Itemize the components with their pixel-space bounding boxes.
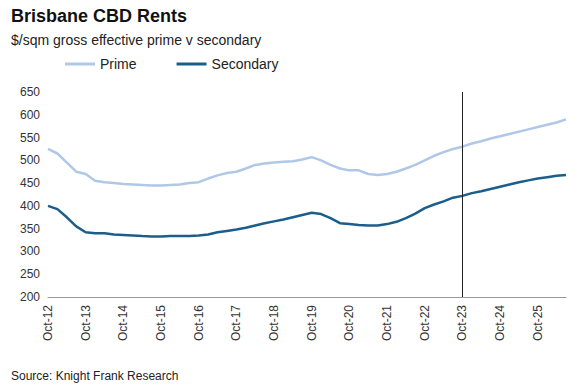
- svg-text:$/sqm gross effective prime v: $/sqm gross effective prime v secondary: [11, 32, 261, 48]
- svg-text:Prime: Prime: [100, 56, 137, 72]
- svg-text:300: 300: [20, 244, 40, 258]
- svg-text:500: 500: [20, 153, 40, 167]
- svg-text:Oct-24: Oct-24: [493, 305, 507, 341]
- svg-text:450: 450: [20, 176, 40, 190]
- svg-text:Oct-12: Oct-12: [41, 305, 55, 341]
- svg-text:Oct-19: Oct-19: [305, 305, 319, 341]
- svg-text:Oct-20: Oct-20: [342, 305, 356, 341]
- svg-text:600: 600: [20, 108, 40, 122]
- svg-text:Source: Knight Frank Research: Source: Knight Frank Research: [11, 369, 178, 383]
- svg-text:Oct-25: Oct-25: [531, 305, 545, 341]
- svg-text:Brisbane CBD Rents: Brisbane CBD Rents: [11, 6, 187, 26]
- svg-text:Oct-22: Oct-22: [418, 305, 432, 341]
- svg-text:Oct-21: Oct-21: [380, 305, 394, 341]
- svg-text:250: 250: [20, 267, 40, 281]
- svg-text:200: 200: [20, 290, 40, 304]
- svg-text:350: 350: [20, 222, 40, 236]
- svg-text:550: 550: [20, 131, 40, 145]
- svg-text:Secondary: Secondary: [212, 56, 279, 72]
- svg-text:Oct-15: Oct-15: [154, 305, 168, 341]
- svg-text:Oct-13: Oct-13: [79, 305, 93, 341]
- svg-text:650: 650: [20, 85, 40, 99]
- svg-text:Oct-18: Oct-18: [267, 305, 281, 341]
- svg-text:400: 400: [20, 199, 40, 213]
- svg-text:Oct-14: Oct-14: [116, 305, 130, 341]
- svg-text:Oct-16: Oct-16: [192, 305, 206, 341]
- svg-text:Oct-17: Oct-17: [229, 305, 243, 341]
- svg-text:Oct-23: Oct-23: [455, 305, 469, 341]
